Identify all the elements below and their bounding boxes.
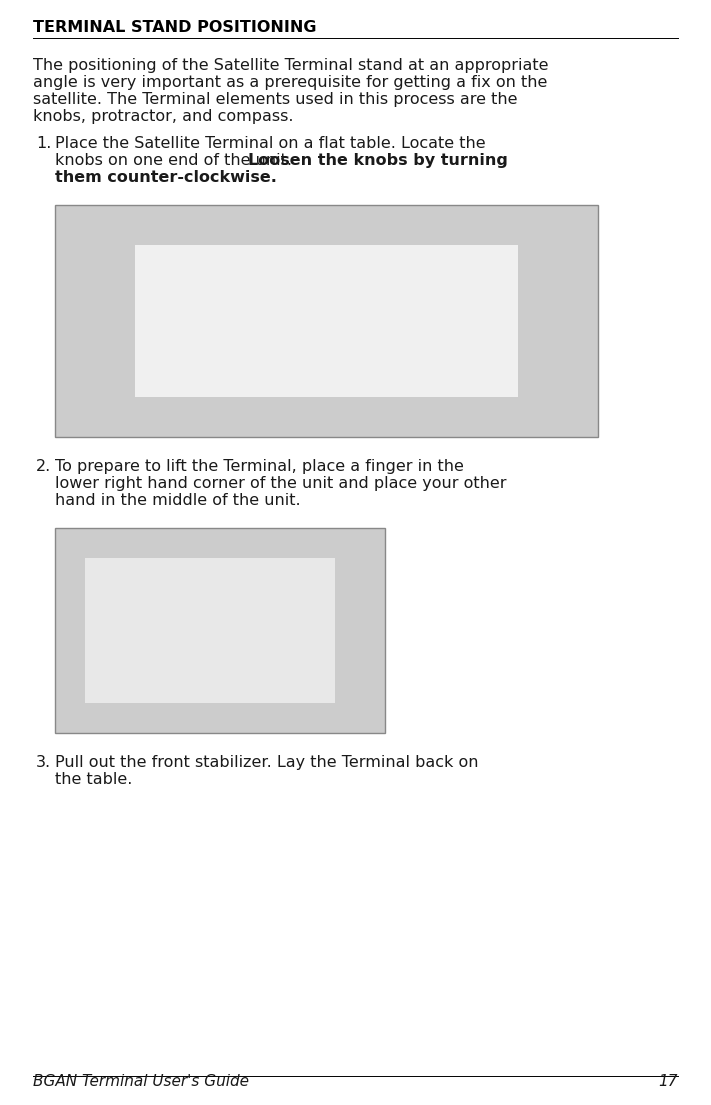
- Text: angle is very important as a prerequisite for getting a fix on the: angle is very important as a prerequisit…: [33, 75, 547, 90]
- Text: hand in the middle of the unit.: hand in the middle of the unit.: [55, 493, 301, 508]
- Text: TERMINAL STAND POSITIONING: TERMINAL STAND POSITIONING: [33, 20, 316, 35]
- Text: the table.: the table.: [55, 772, 132, 787]
- Text: lower right hand corner of the unit and place your other: lower right hand corner of the unit and …: [55, 476, 506, 491]
- Text: Place the Satellite Terminal on a flat table. Locate the: Place the Satellite Terminal on a flat t…: [55, 136, 486, 151]
- Bar: [135, 245, 518, 397]
- Text: knobs on one end of the unit.: knobs on one end of the unit.: [55, 152, 297, 168]
- Text: Loosen the knobs by turning: Loosen the knobs by turning: [247, 152, 508, 168]
- Text: To prepare to lift the Terminal, place a finger in the: To prepare to lift the Terminal, place a…: [55, 459, 464, 474]
- Bar: [55, 528, 385, 733]
- Bar: [85, 558, 335, 703]
- Text: 17: 17: [658, 1074, 678, 1090]
- Text: The positioning of the Satellite Terminal stand at an appropriate: The positioning of the Satellite Termina…: [33, 57, 548, 73]
- Text: knobs, protractor, and compass.: knobs, protractor, and compass.: [33, 109, 294, 124]
- Text: 1.: 1.: [36, 136, 51, 151]
- Bar: [55, 206, 598, 436]
- Text: 2.: 2.: [36, 459, 51, 474]
- Text: satellite. The Terminal elements used in this process are the: satellite. The Terminal elements used in…: [33, 92, 518, 107]
- Text: Pull out the front stabilizer. Lay the Terminal back on: Pull out the front stabilizer. Lay the T…: [55, 755, 479, 770]
- Text: them counter-clockwise.: them counter-clockwise.: [55, 170, 277, 185]
- Text: BGAN Terminal User's Guide: BGAN Terminal User's Guide: [33, 1074, 249, 1090]
- Text: 3.: 3.: [36, 755, 51, 770]
